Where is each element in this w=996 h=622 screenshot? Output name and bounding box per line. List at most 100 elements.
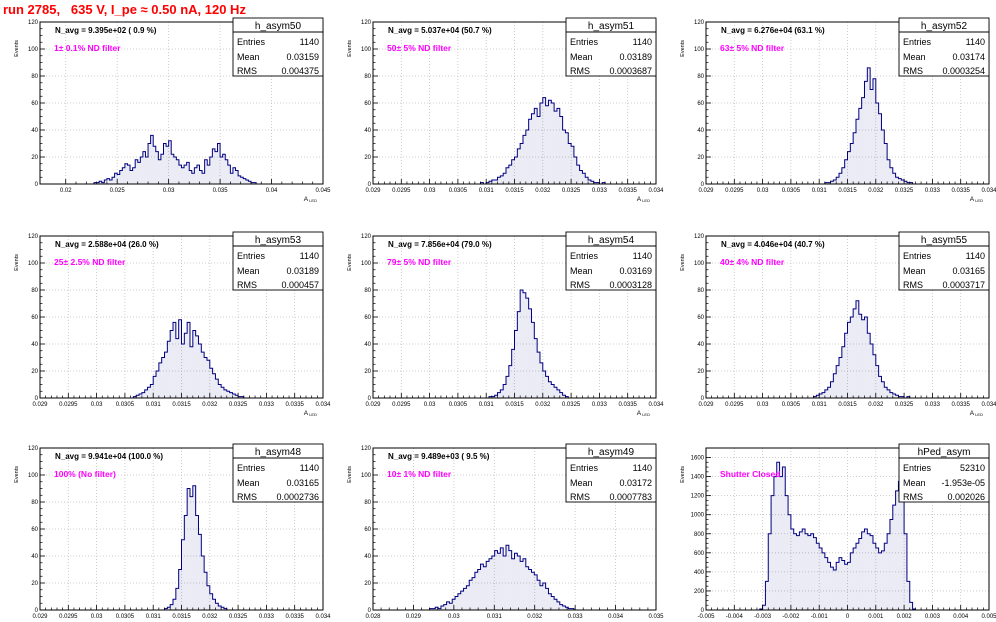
stats-label-entries: Entries <box>570 463 599 473</box>
x-tick-label: 0.033 <box>592 402 608 408</box>
histogram-bin <box>452 599 456 610</box>
x-tick-label: 0.0295 <box>392 402 411 408</box>
x-tick-label: 0.034 <box>315 402 331 408</box>
y-tick-label: 0 <box>35 182 39 188</box>
stats-value-rms: 0.0007783 <box>609 492 652 502</box>
y-tick-label: 20 <box>697 155 704 161</box>
x-axis-title: A LED <box>637 196 650 203</box>
histogram-bin <box>517 311 521 398</box>
histogram-bin <box>232 167 236 184</box>
histogram-bin <box>136 395 140 398</box>
histogram-name: h_asym50 <box>255 21 302 32</box>
y-tick-label: 20 <box>364 369 371 375</box>
histogram-bin <box>104 179 107 184</box>
x-tick-label: 0.0325 <box>229 402 248 408</box>
histogram-bin <box>875 548 879 610</box>
histogram-bin <box>571 146 574 184</box>
histogram-bin <box>542 97 546 184</box>
histogram-bin <box>531 572 535 610</box>
y-tick-label: 80 <box>697 74 704 80</box>
histogram-bin <box>520 143 523 184</box>
stats-box <box>898 231 990 291</box>
x-tick-label: 0.0295 <box>59 402 78 408</box>
histogram-bin <box>238 175 241 184</box>
filter-annotation: Shutter Closed <box>720 469 780 479</box>
histogram-bin <box>522 292 526 398</box>
y-tick-label: 100 <box>28 47 39 53</box>
histogram-bin <box>500 175 504 184</box>
stats-value-mean: 0.03159 <box>286 52 319 62</box>
histogram-bin <box>525 130 529 184</box>
stats-value-entries: 1140 <box>966 37 985 47</box>
histogram-bin <box>836 365 840 398</box>
y-axis-title: Events <box>347 40 353 57</box>
histogram-bin <box>164 608 168 610</box>
y-tick-label: 40 <box>364 342 371 348</box>
histogram-bin <box>793 533 797 610</box>
stats-label-mean: Mean <box>570 52 593 62</box>
histogram-bin <box>565 396 569 398</box>
histogram-bin <box>596 182 600 184</box>
histogram-bin <box>830 181 834 184</box>
histogram-bin <box>508 165 512 184</box>
histogram-bin <box>779 476 783 610</box>
histogram-bin <box>892 393 896 398</box>
histogram-bin <box>539 585 543 610</box>
y-tick-label: 0 <box>701 182 705 188</box>
histogram-bin <box>836 562 840 610</box>
x-tick-label: 0.04 <box>266 188 278 194</box>
histogram-bin <box>432 608 436 610</box>
x-tick-label: 0.035 <box>213 188 229 194</box>
stats-value-rms: 0.0002736 <box>276 492 319 502</box>
stats-label-entries: Entries <box>903 463 932 473</box>
x-tick-label: -0.005 <box>697 614 715 620</box>
histogram-bin <box>147 387 151 398</box>
histogram-bin <box>889 167 893 184</box>
x-tick-label: 0.0315 <box>838 402 857 408</box>
y-tick-label: 100 <box>361 473 372 479</box>
filter-annotation: 63± 5% ND filter <box>720 43 785 53</box>
histogram-bin <box>909 182 913 184</box>
stats-label-rms: RMS <box>570 492 590 502</box>
histogram-bin <box>204 357 207 398</box>
histogram-bin <box>449 603 453 610</box>
stats-value-entries: 1140 <box>300 463 319 473</box>
y-tick-label: 1400 <box>691 475 705 481</box>
histogram-bin <box>173 322 176 398</box>
histogram-bin <box>858 108 862 184</box>
x-tick-label: 0.0295 <box>725 402 744 408</box>
histogram-bin <box>472 577 475 610</box>
histogram-bin <box>494 395 498 398</box>
stats-label-mean: Mean <box>237 52 260 62</box>
histogram-bin <box>827 387 831 398</box>
stats-value-mean: 0.03165 <box>286 478 319 488</box>
stats-value-rms: 0.0003717 <box>942 280 985 290</box>
histogram-bin <box>898 178 902 184</box>
histogram-bin <box>771 495 774 610</box>
y-tick-label: 120 <box>28 234 39 240</box>
histogram-bin <box>514 553 518 610</box>
histogram-bin <box>878 113 882 184</box>
y-tick-label: 100 <box>361 261 372 267</box>
x-tick-label: 0.03 <box>757 188 769 194</box>
histogram-bin <box>480 564 484 610</box>
histogram-bin <box>765 581 769 610</box>
histogram-bin <box>196 165 200 184</box>
histogram-bin <box>217 143 221 184</box>
histogram-bin <box>150 135 154 184</box>
y-tick-label: 120 <box>28 20 39 26</box>
x-tick-label: 0.003 <box>925 614 941 620</box>
y-tick-label: 0 <box>35 396 39 402</box>
histogram-bin <box>776 462 780 610</box>
x-tick-label: 0.0305 <box>116 402 135 408</box>
stats-box <box>898 17 990 77</box>
histogram-bin <box>181 539 185 610</box>
histogram-panel-h_asym52: 0.029 0.0295 0.03 0.0305 0.031 0.0315 0.032 0.0… <box>680 17 996 203</box>
histogram-bin <box>895 395 899 398</box>
histogram-bin <box>199 170 203 184</box>
y-axis-title: Events <box>680 40 686 57</box>
x-tick-label: 0.034 <box>608 614 624 620</box>
histogram-bin <box>489 558 492 610</box>
y-tick-label: 600 <box>694 551 705 557</box>
histogram-bin <box>807 535 811 610</box>
